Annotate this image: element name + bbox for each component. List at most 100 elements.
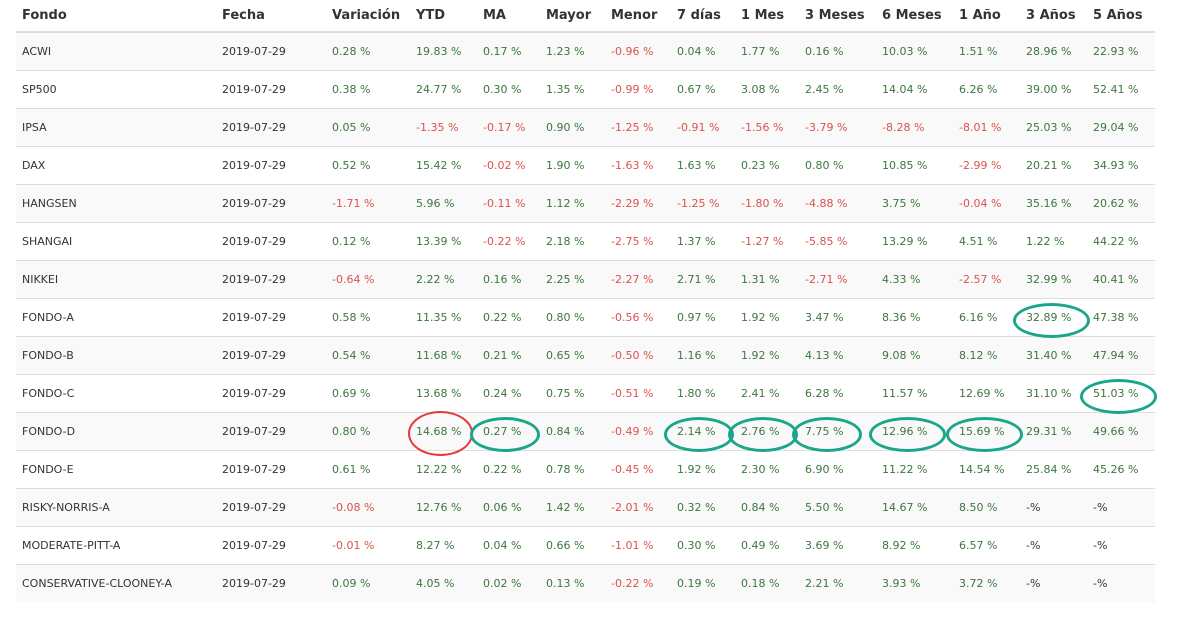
value-cell-ytd: 19.83 %	[410, 31, 477, 71]
column-header-1-mes[interactable]: 1 Mes	[735, 0, 799, 33]
value-cell-6-meses: 12.96 %	[876, 412, 953, 451]
value-cell-mayor: 0.84 %	[540, 412, 605, 451]
date-cell: 2019-07-29	[216, 564, 326, 602]
value-cell-ytd: -1.35 %	[410, 108, 477, 147]
value-cell-6-meses: 3.93 %	[876, 564, 953, 602]
value-cell-3-meses: 7.75 %	[799, 412, 876, 451]
value-cell-3-anos: -%	[1020, 564, 1087, 602]
value-cell-ytd: 24.77 %	[410, 70, 477, 109]
table-row: HANGSEN 2019-07-29 -1.71 % 5.96 % -0.11 % 1.1…	[16, 184, 1155, 223]
column-header-fecha[interactable]: Fecha	[216, 0, 326, 33]
fund-name-cell: NIKKEI	[16, 260, 216, 299]
value-cell-7-dias: -0.91 %	[671, 108, 735, 147]
value-cell-1-mes: -1.27 %	[735, 222, 799, 261]
column-header-mayor[interactable]: Mayor	[540, 0, 605, 33]
value-cell-variacion: 0.05 %	[326, 108, 410, 147]
value-cell-5-anos: 40.41 %	[1087, 260, 1155, 299]
column-header-5-anos[interactable]: 5 Años	[1087, 0, 1155, 33]
value-cell-1-mes: 0.23 %	[735, 146, 799, 185]
value-cell-ytd: 11.35 %	[410, 298, 477, 337]
value-cell-variacion: 0.38 %	[326, 70, 410, 109]
value-cell-mayor: 1.90 %	[540, 146, 605, 185]
value-cell-3-anos: 25.03 %	[1020, 108, 1087, 147]
fund-name-cell: SHANGAI	[16, 222, 216, 261]
column-header-ma[interactable]: MA	[477, 0, 540, 33]
value-cell-3-anos: 32.99 %	[1020, 260, 1087, 299]
value-cell-3-anos: -%	[1020, 488, 1087, 527]
value-cell-ma: 0.22 %	[477, 298, 540, 337]
value-cell-ma: -0.11 %	[477, 184, 540, 223]
value-cell-ytd: 2.22 %	[410, 260, 477, 299]
value-cell-1-ano: 6.16 %	[953, 298, 1020, 337]
value-cell-1-ano: 6.26 %	[953, 70, 1020, 109]
value-cell-7-dias: 1.80 %	[671, 374, 735, 413]
value-cell-mayor: 1.23 %	[540, 31, 605, 71]
value-cell-1-ano: -2.99 %	[953, 146, 1020, 185]
column-header-6-meses[interactable]: 6 Meses	[876, 0, 953, 33]
column-header-1-ano[interactable]: 1 Año	[953, 0, 1020, 33]
value-cell-1-mes: 1.92 %	[735, 336, 799, 375]
value-cell-6-meses: 8.92 %	[876, 526, 953, 565]
value-cell-3-meses: -5.85 %	[799, 222, 876, 261]
column-header-menor[interactable]: Menor	[605, 0, 671, 33]
table-row: ACWI 2019-07-29 0.28 % 19.83 % 0.17 % 1.23 % -…	[16, 31, 1155, 71]
date-cell: 2019-07-29	[216, 108, 326, 147]
column-header-fondo[interactable]: Fondo	[16, 0, 216, 33]
table-row: MODERATE-PITT-A 2019-07-29 -0.01 % 8.27 % 0.…	[16, 526, 1155, 565]
date-cell: 2019-07-29	[216, 222, 326, 261]
value-cell-3-anos: 20.21 %	[1020, 146, 1087, 185]
value-cell-ma: 0.17 %	[477, 31, 540, 71]
value-cell-menor: -0.99 %	[605, 70, 671, 109]
value-cell-3-meses: 3.47 %	[799, 298, 876, 337]
fund-name-cell: FONDO-E	[16, 450, 216, 489]
column-header-variacion[interactable]: Variación	[326, 0, 410, 33]
value-cell-1-ano: 12.69 %	[953, 374, 1020, 413]
value-cell-menor: -0.56 %	[605, 298, 671, 337]
date-cell: 2019-07-29	[216, 374, 326, 413]
value-cell-ma: -0.02 %	[477, 146, 540, 185]
table-row: FONDO-A 2019-07-29 0.58 % 11.35 % 0.22 % 0.80…	[16, 298, 1155, 337]
value-cell-mayor: 1.35 %	[540, 70, 605, 109]
value-cell-5-anos: 45.26 %	[1087, 450, 1155, 489]
fund-name-cell: IPSA	[16, 108, 216, 147]
table-header: Fondo Fecha Variación YTD MA Mayor Menor 7 días…	[16, 0, 1155, 33]
value-cell-1-ano: 3.72 %	[953, 564, 1020, 602]
value-cell-ma: 0.22 %	[477, 450, 540, 489]
column-header-ytd[interactable]: YTD	[410, 0, 477, 33]
value-cell-3-meses: 2.21 %	[799, 564, 876, 602]
value-cell-6-meses: 11.57 %	[876, 374, 953, 413]
value-cell-1-mes: 2.76 %	[735, 412, 799, 451]
value-cell-1-ano: 15.69 %	[953, 412, 1020, 451]
value-cell-5-anos: 51.03 %	[1087, 374, 1155, 413]
value-cell-variacion: -0.08 %	[326, 488, 410, 527]
value-cell-1-mes: 3.08 %	[735, 70, 799, 109]
value-cell-1-mes: 1.31 %	[735, 260, 799, 299]
value-cell-ma: 0.30 %	[477, 70, 540, 109]
value-cell-ytd: 5.96 %	[410, 184, 477, 223]
funds-table: Fondo Fecha Variación YTD MA Mayor Menor 7 días…	[16, 0, 1155, 602]
column-header-7-dias[interactable]: 7 días	[671, 0, 735, 33]
value-cell-3-anos: 35.16 %	[1020, 184, 1087, 223]
date-cell: 2019-07-29	[216, 336, 326, 375]
value-cell-mayor: 0.75 %	[540, 374, 605, 413]
value-cell-1-ano: 1.51 %	[953, 31, 1020, 71]
value-cell-3-anos: 28.96 %	[1020, 31, 1087, 71]
value-cell-7-dias: 2.14 %	[671, 412, 735, 451]
value-cell-6-meses: 10.85 %	[876, 146, 953, 185]
value-cell-variacion: 0.12 %	[326, 222, 410, 261]
value-cell-1-ano: 14.54 %	[953, 450, 1020, 489]
value-cell-ytd: 13.39 %	[410, 222, 477, 261]
value-cell-6-meses: -8.28 %	[876, 108, 953, 147]
value-cell-menor: -2.29 %	[605, 184, 671, 223]
value-cell-menor: -2.27 %	[605, 260, 671, 299]
value-cell-1-ano: 8.50 %	[953, 488, 1020, 527]
value-cell-3-meses: 0.80 %	[799, 146, 876, 185]
column-header-3-anos[interactable]: 3 Años	[1020, 0, 1087, 33]
value-cell-6-meses: 11.22 %	[876, 450, 953, 489]
table-row: FONDO-B 2019-07-29 0.54 % 11.68 % 0.21 % 0.65…	[16, 336, 1155, 375]
value-cell-variacion: 0.58 %	[326, 298, 410, 337]
value-cell-1-mes: 2.41 %	[735, 374, 799, 413]
column-header-3-meses[interactable]: 3 Meses	[799, 0, 876, 33]
value-cell-6-meses: 8.36 %	[876, 298, 953, 337]
value-cell-3-meses: 0.16 %	[799, 31, 876, 71]
